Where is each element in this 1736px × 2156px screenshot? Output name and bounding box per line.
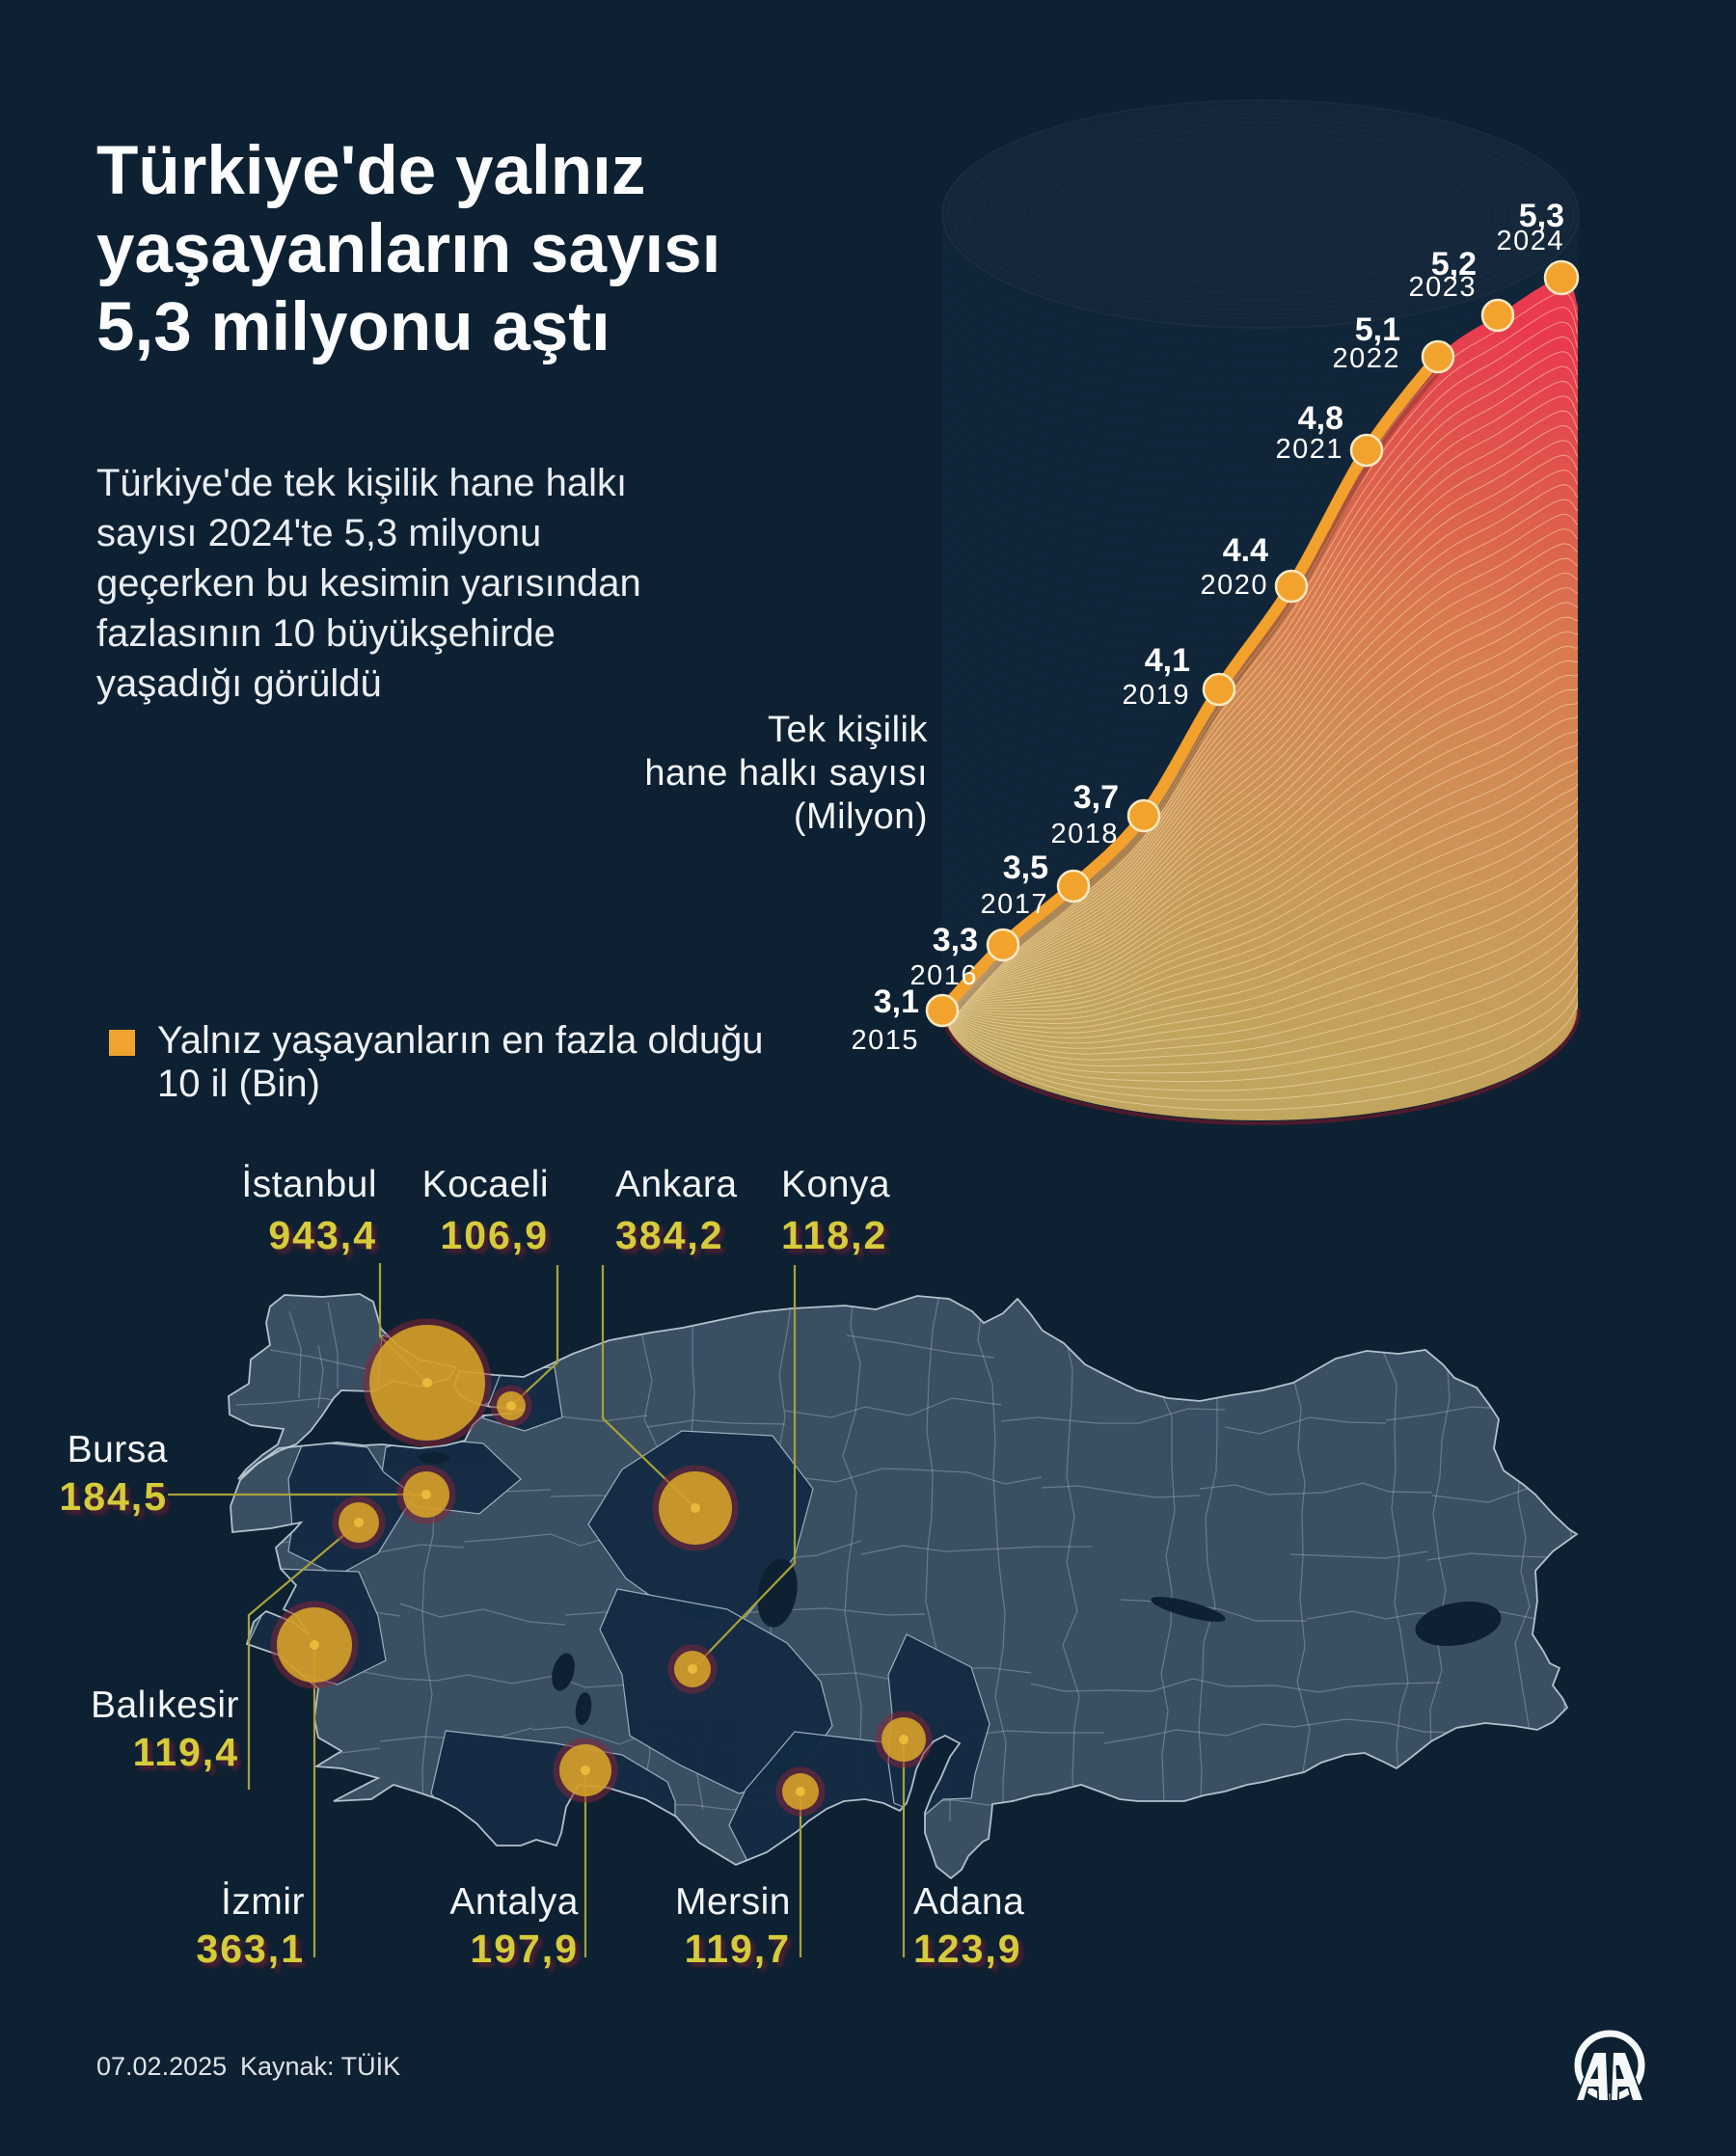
svg-text:Antalya: Antalya [449, 1881, 579, 1923]
svg-text:5,2: 5,2 [1431, 246, 1477, 283]
svg-text:Konya: Konya [781, 1164, 890, 1205]
svg-text:119,7: 119,7 [685, 1927, 791, 1971]
svg-text:hane halkı sayısı: hane halkı sayısı [644, 753, 928, 794]
svg-text:2015: 2015 [851, 1025, 919, 1056]
svg-text:Tek kişilik: Tek kişilik [768, 710, 928, 750]
svg-text:123,9: 123,9 [913, 1927, 1022, 1971]
svg-text:İzmir: İzmir [221, 1881, 305, 1923]
svg-text:Ankara: Ankara [615, 1164, 738, 1205]
svg-text:2021: 2021 [1275, 434, 1343, 465]
svg-text:3,1: 3,1 [874, 984, 919, 1020]
svg-text:106,9: 106,9 [440, 1213, 549, 1257]
svg-text:Adana: Adana [913, 1881, 1024, 1923]
svg-text:384,2: 384,2 [615, 1213, 724, 1257]
svg-text:3,7: 3,7 [1073, 779, 1119, 816]
svg-text:118,2: 118,2 [781, 1213, 887, 1257]
svg-text:363,1: 363,1 [196, 1927, 305, 1971]
svg-text:Kocaeli: Kocaeli [422, 1164, 549, 1205]
svg-text:4,1: 4,1 [1145, 642, 1190, 679]
svg-text:2020: 2020 [1200, 570, 1268, 601]
svg-text:3,5: 3,5 [1003, 849, 1048, 886]
svg-text:2023: 2023 [1408, 272, 1477, 303]
svg-text:2018: 2018 [1050, 819, 1119, 849]
svg-text:İstanbul: İstanbul [241, 1164, 377, 1205]
svg-text:2022: 2022 [1332, 343, 1400, 374]
svg-text:197,9: 197,9 [470, 1927, 579, 1971]
svg-text:Bursa: Bursa [68, 1429, 168, 1470]
svg-text:Balıkesir: Balıkesir [91, 1684, 239, 1726]
svg-text:4,8: 4,8 [1298, 400, 1343, 437]
svg-text:943,4: 943,4 [268, 1213, 377, 1257]
svg-text:Mersin: Mersin [675, 1881, 791, 1923]
svg-text:4.4: 4.4 [1223, 532, 1268, 569]
svg-text:5,3: 5,3 [1519, 198, 1564, 234]
svg-text:2019: 2019 [1122, 680, 1190, 711]
svg-text:2016: 2016 [909, 960, 978, 991]
svg-text:2017: 2017 [980, 889, 1048, 920]
svg-text:184,5: 184,5 [59, 1474, 168, 1519]
svg-text:(Milyon): (Milyon) [794, 796, 928, 837]
svg-text:119,4: 119,4 [133, 1730, 239, 1774]
svg-text:3,3: 3,3 [933, 922, 978, 958]
svg-text:5,1: 5,1 [1355, 311, 1400, 348]
svg-text:2024: 2024 [1496, 226, 1564, 256]
